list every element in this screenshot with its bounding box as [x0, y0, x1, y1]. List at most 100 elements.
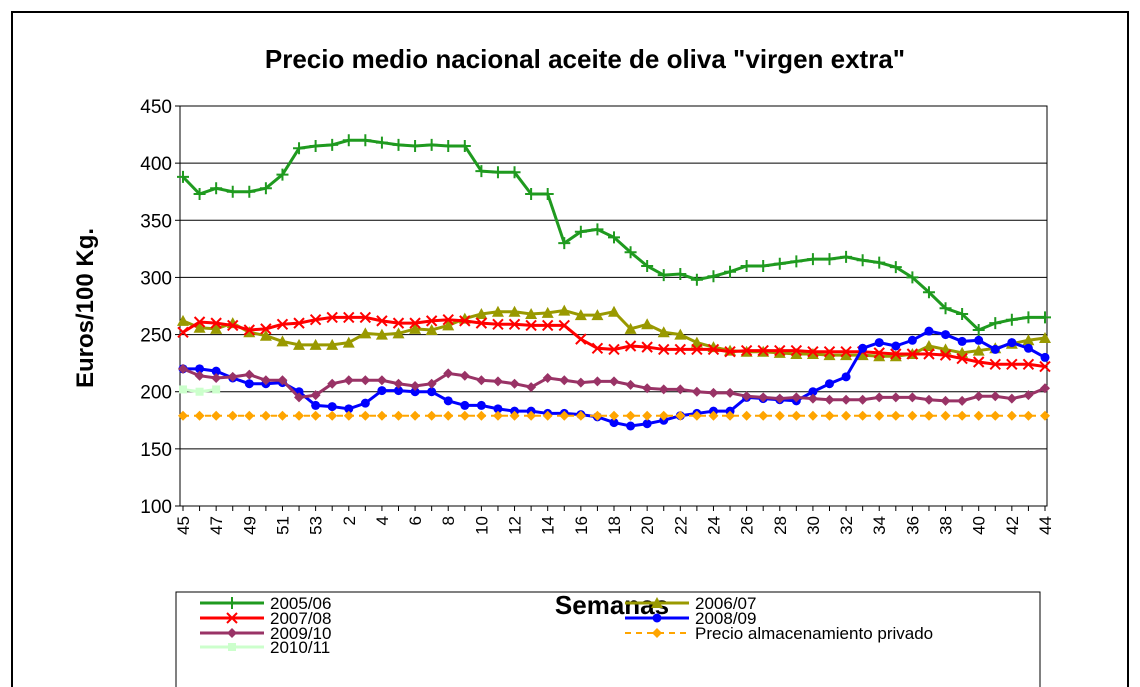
marker [393, 410, 404, 421]
marker [326, 338, 339, 350]
marker [1040, 383, 1050, 394]
marker [924, 326, 934, 336]
marker [359, 311, 372, 324]
x-tick-label: 47 [207, 516, 226, 535]
marker [226, 597, 238, 609]
marker [890, 392, 901, 403]
marker [311, 400, 321, 410]
marker [508, 318, 521, 330]
legend-label: 2005/06 [270, 594, 331, 613]
marker [243, 185, 256, 198]
marker [989, 317, 1002, 330]
marker [574, 225, 587, 238]
marker [210, 322, 223, 334]
x-tick-label: 4 [373, 516, 392, 525]
series [177, 311, 1051, 373]
marker [244, 369, 255, 380]
marker [956, 308, 969, 320]
marker [642, 410, 653, 421]
x-tick-label: 45 [174, 516, 193, 535]
marker [409, 140, 422, 152]
marker [491, 305, 504, 317]
marker [359, 134, 372, 147]
marker [626, 421, 636, 431]
marker [508, 166, 521, 179]
marker [940, 395, 951, 406]
marker [425, 315, 438, 327]
x-tick-label: 28 [771, 516, 790, 535]
marker [890, 348, 902, 360]
marker [344, 404, 354, 414]
marker [392, 317, 405, 329]
marker [724, 265, 737, 278]
marker [259, 329, 272, 341]
marker [376, 410, 387, 421]
marker [591, 223, 604, 236]
marker [791, 392, 802, 403]
marker [642, 383, 653, 394]
marker [773, 257, 786, 270]
marker [243, 324, 256, 336]
marker [609, 418, 619, 428]
marker [641, 260, 654, 272]
marker [558, 319, 570, 332]
x-tick-label: 30 [804, 516, 823, 535]
marker [939, 349, 952, 361]
marker [856, 349, 869, 361]
marker [177, 326, 189, 338]
marker [957, 395, 968, 406]
marker [409, 322, 422, 334]
marker [509, 378, 520, 389]
marker [641, 341, 653, 353]
marker [359, 327, 372, 339]
marker [806, 253, 819, 266]
marker [195, 364, 205, 374]
marker [674, 328, 687, 340]
marker [193, 321, 206, 333]
marker [675, 410, 686, 421]
marker [476, 410, 487, 421]
marker [658, 410, 669, 421]
y-tick-label: 100 [140, 497, 172, 518]
marker [409, 317, 421, 329]
x-tick-label: 34 [870, 516, 889, 535]
marker [973, 391, 984, 402]
marker [641, 318, 654, 330]
marker [211, 410, 222, 421]
x-tick-label: 2 [340, 516, 359, 525]
marker [956, 352, 968, 365]
marker [541, 319, 554, 332]
marker [841, 410, 852, 421]
marker [508, 305, 521, 317]
marker [1039, 332, 1051, 343]
marker [808, 387, 818, 397]
marker [193, 188, 206, 200]
y-axis-title: Euros/100 Kg. [72, 228, 99, 388]
marker [310, 390, 321, 401]
marker [823, 253, 836, 266]
marker [525, 319, 537, 332]
marker [873, 350, 886, 362]
marker [525, 188, 538, 200]
marker [244, 410, 255, 421]
marker [228, 643, 236, 651]
marker [757, 260, 770, 272]
marker [674, 268, 687, 280]
marker [491, 166, 504, 179]
marker [376, 315, 388, 327]
marker [492, 410, 503, 421]
marker [657, 269, 670, 282]
marker [574, 309, 587, 321]
marker [923, 348, 935, 360]
marker [392, 327, 405, 339]
marker [460, 400, 470, 410]
marker [376, 375, 387, 386]
marker [276, 335, 289, 347]
marker [725, 387, 736, 398]
x-tick-label: 51 [273, 516, 292, 535]
marker [193, 316, 206, 328]
series [178, 363, 1050, 406]
marker [608, 343, 620, 356]
marker [294, 392, 305, 403]
